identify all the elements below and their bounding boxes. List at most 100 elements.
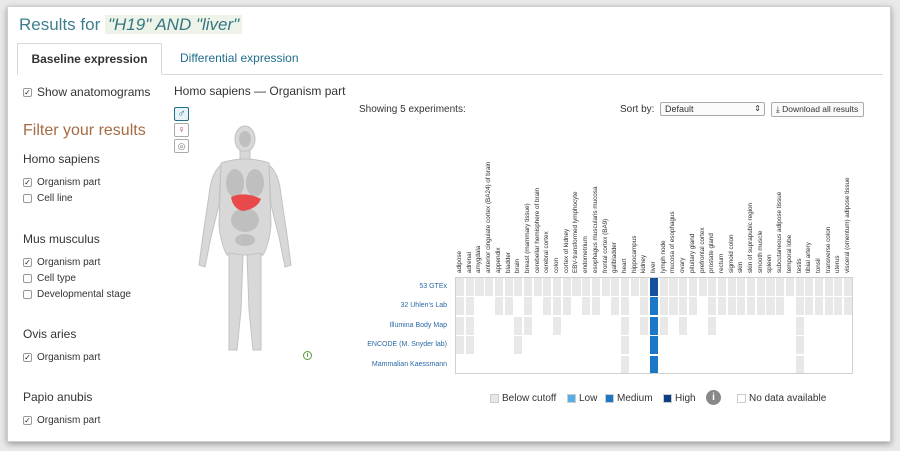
checkbox-empty-icon[interactable] <box>23 193 32 203</box>
heatmap-cell[interactable] <box>805 278 814 296</box>
heatmap-cell[interactable] <box>650 297 659 316</box>
heatmap-cell[interactable] <box>523 278 533 296</box>
heatmap-cell[interactable] <box>620 316 630 335</box>
heatmap-cell[interactable] <box>494 297 503 316</box>
heatmap-cell[interactable] <box>737 278 746 296</box>
heatmap-cell[interactable] <box>785 278 794 296</box>
experiment-row-label[interactable]: 32 Uhlen's Lab <box>400 302 447 310</box>
heatmap-cell[interactable] <box>708 316 717 335</box>
experiment-row-label[interactable]: ENCODE (M. Snyder lab) <box>367 341 447 349</box>
heatmap-cell[interactable] <box>456 297 465 316</box>
heatmap-cell[interactable] <box>747 278 756 296</box>
tab-differential-expression[interactable]: Differential expression <box>180 51 299 65</box>
heatmap-cell[interactable] <box>688 297 697 316</box>
heatmap-cell[interactable] <box>659 316 668 335</box>
heatmap-cell[interactable] <box>727 278 736 296</box>
heatmap-cell[interactable] <box>543 278 552 296</box>
heatmap-cell[interactable] <box>756 297 765 316</box>
heatmap-cell[interactable] <box>465 316 474 335</box>
heatmap-cell[interactable] <box>514 336 523 355</box>
filter-option[interactable]: ✓ Organism part <box>23 177 100 188</box>
male-icon[interactable]: ♂ <box>174 107 189 121</box>
heatmap-cell[interactable] <box>727 297 736 316</box>
heatmap-cell[interactable] <box>824 297 833 316</box>
heatmap-cell[interactable] <box>640 278 649 296</box>
heatmap-cell[interactable] <box>456 336 465 355</box>
heatmap-cell[interactable] <box>795 316 804 335</box>
heatmap-cell[interactable] <box>582 278 591 296</box>
checkbox-checked-icon[interactable]: ✓ <box>23 415 32 425</box>
checkbox-empty-icon[interactable] <box>23 289 32 299</box>
heatmap-cell[interactable] <box>776 297 785 316</box>
heatmap-cell[interactable] <box>553 278 562 296</box>
heatmap-cell[interactable] <box>630 278 639 296</box>
heatmap-cell[interactable] <box>514 278 523 296</box>
heatmap-cell[interactable] <box>814 297 824 316</box>
filter-option[interactable]: Cell type <box>23 273 76 284</box>
sort-by-select[interactable]: Default ⇕ <box>660 102 765 116</box>
heatmap-cell[interactable] <box>844 297 853 316</box>
human-anatomogram[interactable] <box>193 125 297 355</box>
brain-icon[interactable]: ◎ <box>174 139 189 153</box>
heatmap-cell[interactable] <box>494 278 503 296</box>
heatmap-cell[interactable] <box>650 355 659 374</box>
heatmap-cell[interactable] <box>756 278 765 296</box>
heatmap-cell[interactable] <box>776 278 785 296</box>
heatmap-cell[interactable] <box>669 297 678 316</box>
heatmap-cell[interactable] <box>543 297 552 316</box>
heatmap-cell[interactable] <box>824 278 833 296</box>
heatmap-cell[interactable] <box>611 278 620 296</box>
heatmap-cell[interactable] <box>533 278 542 296</box>
heatmap-cell[interactable] <box>795 278 804 296</box>
heatmap-cell[interactable] <box>708 297 717 316</box>
experiment-row-label[interactable]: Illumina Body Map <box>389 321 447 329</box>
download-all-results-button[interactable]: ⤓ Download all results <box>771 102 864 117</box>
heatmap-cell[interactable] <box>659 278 668 296</box>
female-icon[interactable]: ♀ <box>174 123 189 137</box>
checkbox-checked-icon[interactable]: ✓ <box>23 352 32 362</box>
heatmap-cell[interactable] <box>795 336 804 355</box>
heatmap-cell[interactable] <box>465 297 474 316</box>
heatmap-cell[interactable] <box>814 278 824 296</box>
heatmap-cell[interactable] <box>708 278 717 296</box>
heatmap-cell[interactable] <box>679 297 688 316</box>
heatmap-cell[interactable] <box>747 297 756 316</box>
heatmap-cell[interactable] <box>620 278 630 296</box>
checkbox-empty-icon[interactable] <box>23 273 32 283</box>
filter-option[interactable]: Cell line <box>23 193 73 204</box>
heatmap-cell[interactable] <box>591 278 600 296</box>
filter-option[interactable]: ✓ Organism part <box>23 415 100 426</box>
heatmap-cell[interactable] <box>795 355 804 374</box>
heatmap-cell[interactable] <box>611 297 620 316</box>
heatmap-cell[interactable] <box>834 297 843 316</box>
heatmap-cell[interactable] <box>601 278 610 296</box>
heatmap-cell[interactable] <box>514 316 523 335</box>
heatmap-cell[interactable] <box>523 316 533 335</box>
heatmap-cell[interactable] <box>679 278 688 296</box>
heatmap-cell[interactable] <box>475 278 484 296</box>
heatmap-cell[interactable] <box>591 297 600 316</box>
heatmap-cell[interactable] <box>717 297 727 316</box>
heatmap-cell[interactable] <box>640 297 649 316</box>
heatmap-cell[interactable] <box>669 278 678 296</box>
heatmap-cell[interactable] <box>650 278 659 296</box>
heatmap-cell[interactable] <box>620 336 630 355</box>
checkbox-checked-icon[interactable]: ✓ <box>23 257 32 267</box>
heatmap-cell[interactable] <box>456 316 465 335</box>
heatmap-cell[interactable] <box>582 297 591 316</box>
heatmap-cell[interactable] <box>456 278 465 296</box>
heatmap-cell[interactable] <box>504 297 513 316</box>
heatmap-cell[interactable] <box>679 316 688 335</box>
info-icon[interactable]: i <box>303 351 312 360</box>
liver-highlight[interactable] <box>231 194 261 211</box>
checkbox-checked-icon[interactable]: ✓ <box>23 88 32 98</box>
heatmap-cell[interactable] <box>805 297 814 316</box>
heatmap-cell[interactable] <box>650 336 659 355</box>
heatmap-cell[interactable] <box>485 278 494 296</box>
checkbox-checked-icon[interactable]: ✓ <box>23 177 32 187</box>
heatmap-cell[interactable] <box>553 297 562 316</box>
heatmap-cell[interactable] <box>465 278 474 296</box>
heatmap-cell[interactable] <box>562 297 571 316</box>
heatmap-cell[interactable] <box>465 336 474 355</box>
heatmap-cell[interactable] <box>640 316 649 335</box>
